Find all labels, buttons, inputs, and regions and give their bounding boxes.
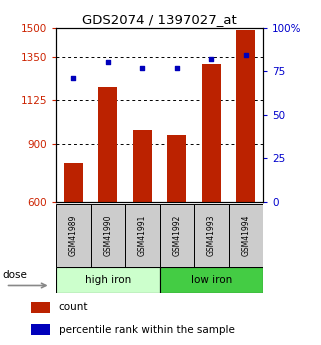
Bar	[202, 65, 221, 202]
Point	[243, 53, 248, 58]
Text: low iron: low iron	[191, 275, 232, 285]
Bar	[56, 204, 91, 267]
Bar	[160, 267, 263, 293]
Bar	[30, 324, 50, 335]
Text: GSM41989: GSM41989	[69, 215, 78, 256]
Text: percentile rank within the sample: percentile rank within the sample	[59, 325, 235, 335]
Bar	[64, 163, 83, 202]
Bar	[237, 30, 256, 202]
Bar	[91, 204, 125, 267]
Bar	[160, 204, 194, 267]
Point	[140, 65, 145, 70]
Bar	[30, 302, 50, 313]
Bar	[168, 135, 187, 202]
Bar	[56, 267, 160, 293]
Text: GSM41993: GSM41993	[207, 215, 216, 256]
Bar	[125, 204, 160, 267]
Bar	[229, 204, 263, 267]
Bar	[99, 87, 117, 202]
Point	[105, 60, 110, 65]
Text: GSM41990: GSM41990	[103, 215, 112, 256]
Bar	[194, 204, 229, 267]
Text: GSM41991: GSM41991	[138, 215, 147, 256]
Text: GSM41994: GSM41994	[241, 215, 250, 256]
Text: GSM41992: GSM41992	[172, 215, 181, 256]
Point	[71, 75, 76, 81]
Bar	[133, 130, 152, 202]
Text: count: count	[59, 302, 88, 312]
Text: high iron: high iron	[85, 275, 131, 285]
Point	[209, 56, 214, 62]
Text: dose: dose	[3, 270, 28, 279]
Point	[174, 65, 179, 70]
Title: GDS2074 / 1397027_at: GDS2074 / 1397027_at	[82, 13, 237, 27]
